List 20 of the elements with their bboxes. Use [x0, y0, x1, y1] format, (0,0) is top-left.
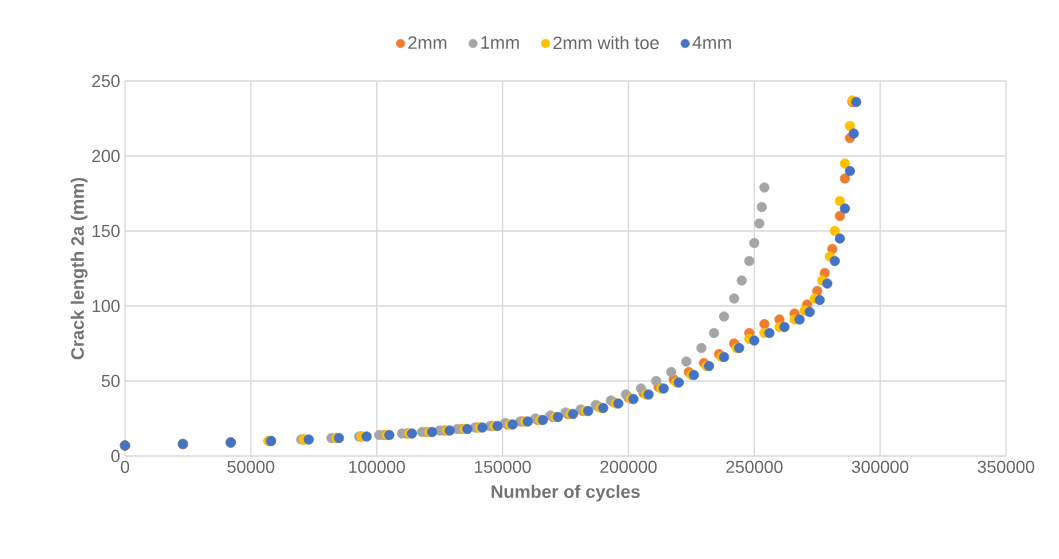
x-tick-label: 50000: [227, 460, 275, 473]
x-tick-label: 200000: [600, 460, 657, 473]
x-tick-label: 250000: [726, 460, 783, 473]
x-tick-label: 100000: [349, 460, 405, 473]
y-axis-title: Crack length 2a (mm): [70, 177, 88, 360]
y-tick-label: 50: [101, 374, 120, 388]
x-tick-label: 150000: [474, 460, 531, 473]
y-tick-label: 200: [92, 149, 120, 163]
legend-label: 1mm: [481, 36, 519, 49]
x-tick-label: 350000: [977, 460, 1035, 473]
y-tick-label: 0: [111, 449, 120, 463]
legend-label: 4mm: [692, 36, 731, 49]
x-tick-label: 0: [120, 460, 130, 473]
y-tick-label: 150: [92, 224, 120, 238]
y-tick-label: 100: [92, 299, 120, 313]
x-tick-label: 300000: [851, 460, 909, 473]
x-axis-title: Number of cycles: [491, 484, 640, 502]
legend-label: 2mm with toe: [553, 35, 659, 50]
legend-label: 2mm: [408, 36, 447, 49]
y-tick-label: 250: [92, 74, 120, 88]
